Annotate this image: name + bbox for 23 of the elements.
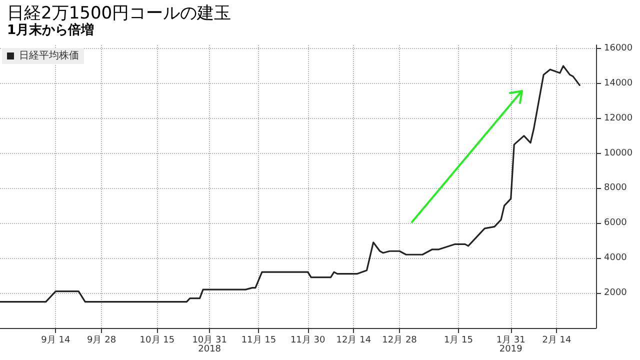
y-tick-label: 2000 xyxy=(604,288,628,298)
x-tick-label: 9月 28 xyxy=(86,336,116,346)
x-tick-label: 12月 14 xyxy=(336,336,372,346)
y-tick-label: 8000 xyxy=(604,183,628,194)
chart-title: 日経2万1500円コールの建玉 xyxy=(7,4,232,24)
line-series xyxy=(0,65,580,303)
x-tick-label: 12月 28 xyxy=(382,336,418,346)
legend-label: 日経平均株価 xyxy=(19,50,79,62)
x-tick-label: 2月 14 xyxy=(542,336,572,346)
y-tick-label: 4000 xyxy=(604,253,628,264)
x-tick-label: 11月 15 xyxy=(241,336,276,346)
x-tick-label: 9月 14 xyxy=(41,336,70,346)
x-tick-label: 1月 15 xyxy=(444,336,473,346)
x-tick-label: 11月 30 xyxy=(290,336,326,346)
x-tick-label: 10月 31 2018 xyxy=(192,336,227,354)
y-tick-label: 6000 xyxy=(604,218,628,228)
y-tick-label: 10000 xyxy=(604,148,633,158)
y-tick-label: 14000 xyxy=(604,78,633,88)
y-tick-label: 16000 xyxy=(604,43,633,54)
y-tick-label: 12000 xyxy=(604,113,633,124)
x-tick-label: 10月 15 xyxy=(140,336,175,346)
x-tick-label: 1月 31 2019 xyxy=(496,336,526,354)
chart-subtitle: 1月末から倍増 xyxy=(7,22,94,38)
